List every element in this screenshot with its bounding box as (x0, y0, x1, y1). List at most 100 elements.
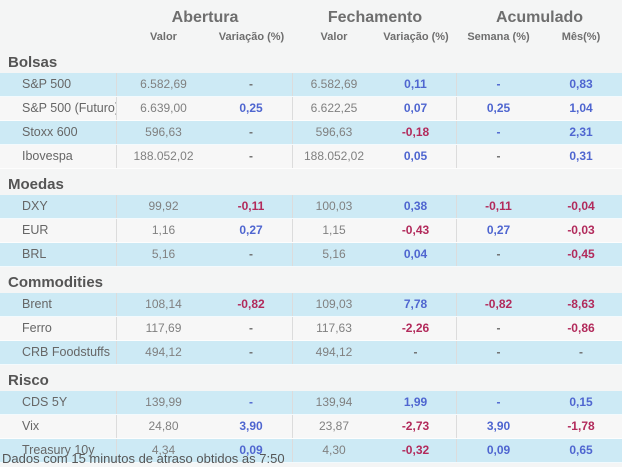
cell-fechamento-variacao: 0,05 (375, 145, 457, 168)
cell-fechamento-variacao: 0,11 (375, 73, 457, 96)
cell-acumulado-mes: -0,04 (567, 199, 595, 213)
cell-acumulado-mes: 0,31 (569, 149, 593, 163)
cell-abertura-valor: 108,14 (145, 297, 182, 311)
cell-acumulado-semana: - (496, 321, 501, 335)
cell-acumulado-semana: 0,27 (486, 223, 511, 237)
row-label: CRB Foodstuffs (0, 341, 117, 364)
cell-fechamento-valor: 109,03 (315, 297, 353, 311)
cell-fechamento-valor: 596,63 (315, 125, 353, 139)
table-body: Bolsas S&P 500 6.582,69-6.582,69 0,11-0,83 S… (0, 52, 622, 463)
cell-acumulado-mes: 0,65 (569, 443, 593, 457)
cell-acumulado-mes: - (579, 345, 583, 359)
group-header-abertura: Abertura (171, 9, 239, 26)
cell-abertura-variacao: - (210, 317, 293, 340)
cell-acumulado-semana: 0,09 (486, 443, 511, 457)
cell-fechamento-variacao: -2,73 (375, 415, 457, 438)
subheader-mes: Mês(%) (561, 31, 601, 43)
cell-fechamento-variacao: 0,38 (375, 195, 457, 218)
cell-abertura-valor: 1,16 (151, 223, 176, 237)
cell-fechamento-variacao: -2,26 (375, 317, 457, 340)
row-label: Treasury 10y (0, 439, 117, 462)
cell-acumulado-semana: - (496, 149, 501, 163)
cell-fechamento-valor: 188.052,02 (303, 149, 365, 163)
cell-acumulado-mes: -0,03 (567, 223, 595, 237)
table-row: Treasury 10y 4,34 0,09 4,30 -0,32 0,09 0,65 (0, 439, 622, 463)
table-row: CRB Foodstuffs 494,12 - 494,12 - - - (0, 341, 622, 365)
cell-fechamento-valor: 117,63 (316, 321, 352, 335)
cell-fechamento-valor: 4,30 (322, 443, 346, 457)
section-bolsas: Bolsas S&P 500 6.582,69-6.582,69 0,11-0,83 S… (0, 52, 622, 169)
cell-acumulado-mes: -0,86 (567, 321, 595, 335)
table-row: CDS 5Y 139,99 - 139,94 1,99 - 0,15 (0, 391, 622, 415)
cell-abertura-valor: 99,92 (148, 199, 179, 213)
section-commodities: Commodities Brent 108,14 -0,82 109,03 7,78 -0,… (0, 272, 622, 365)
cell-abertura-variacao: - (210, 121, 293, 144)
cell-abertura-valor: 5,16 (151, 247, 176, 261)
cell-acumulado-semana: -0,82 (484, 297, 513, 311)
row-label: Stoxx 600 (0, 121, 117, 144)
cell-fechamento-valor: 6.582,69 (310, 77, 358, 91)
data-delay-notice: Dados com 15 minutos de atraso obtidos a… (2, 451, 285, 466)
cell-acumulado-semana: - (496, 77, 501, 91)
cell-acumulado-semana: - (496, 395, 501, 409)
cell-abertura-variacao: -0,82 (210, 293, 293, 316)
cell-abertura-valor: 117,69 (145, 321, 182, 335)
table-row: Vix 24,80 3,90 23,87 -2,73 3,90 -1,78 (0, 415, 622, 439)
cell-abertura-valor: 4,34 (151, 443, 176, 457)
cell-acumulado-semana: 3,90 (486, 419, 511, 433)
column-group-header: Abertura Fechamento Acumulado (0, 0, 622, 27)
cell-acumulado-semana: - (496, 247, 501, 261)
section-title-commodities: Commodities (8, 274, 104, 291)
section-title-risco: Risco (8, 372, 49, 389)
subheader-fechamento-variacao: Variação (%) (383, 31, 449, 43)
group-header-spacer (0, 9, 117, 27)
cell-fechamento-valor: 23,87 (318, 419, 350, 433)
cell-acumulado-mes: 0,15 (569, 395, 593, 409)
row-label: Ibovespa (0, 145, 117, 168)
row-label: Vix (0, 415, 117, 438)
cell-fechamento-valor: 1,15 (322, 223, 346, 237)
cell-fechamento-variacao: -0,18 (375, 121, 457, 144)
section-moedas: Moedas DXY 99,92 -0,11 100,03 0,38 -0,11 -0,04 E… (0, 174, 622, 267)
cell-acumulado-mes: -8,63 (567, 297, 595, 311)
cell-abertura-valor: 6.582,69 (140, 77, 187, 91)
row-label: S&P 500 (Futuro) (0, 97, 117, 120)
cell-fechamento-valor: 6.622,25 (310, 101, 358, 115)
cell-fechamento-valor: 5,16 (322, 247, 346, 261)
table-row: Brent 108,14 -0,82 109,03 7,78 -0,82 -8,63 (0, 293, 622, 317)
cell-abertura-valor: 24,80 (148, 419, 179, 433)
table-row: EUR 1,16 0,27 1,15 -0,43 0,27 -0,03 (0, 219, 622, 243)
table-row: BRL 5,16 - 5,16 0,04 - -0,45 (0, 243, 622, 267)
section-title-bolsas: Bolsas (8, 54, 58, 71)
subheader-abertura-variacao: Variação (%) (218, 31, 285, 43)
row-label: BRL (0, 243, 117, 266)
cell-abertura-variacao: - (210, 243, 293, 266)
cell-abertura-variacao: - (210, 145, 293, 168)
table-row: DXY 99,92 -0,11 100,03 0,38 -0,11 -0,04 (0, 195, 622, 219)
cell-fechamento-valor: 494,12 (315, 345, 353, 359)
cell-fechamento-variacao: -0,43 (375, 219, 457, 242)
cell-abertura-valor: 139,99 (145, 395, 182, 409)
row-label: CDS 5Y (0, 391, 117, 414)
cell-acumulado-mes: 2,31 (569, 125, 593, 139)
table-row: Ibovespa 188.052,02-188.052,02 0,05-0,31 (0, 145, 622, 169)
cell-acumulado-mes: 1,04 (569, 101, 593, 115)
cell-abertura-variacao: 0,09 (210, 439, 293, 462)
subheader-fechamento-valor: Valor (320, 31, 348, 43)
section-title-moedas: Moedas (8, 176, 64, 193)
row-label: EUR (0, 219, 117, 242)
table-row: S&P 500 6.582,69 - 6.582,69 0,11 - 0,83 (0, 73, 622, 97)
cell-acumulado-mes: 0,83 (569, 77, 593, 91)
cell-abertura-variacao: 3,90 (210, 415, 293, 438)
cell-fechamento-variacao: 7,78 (375, 293, 457, 316)
cell-abertura-valor: 494,12 (145, 345, 182, 359)
cell-acumulado-mes: -0,45 (567, 247, 595, 261)
row-label: Brent (0, 293, 117, 316)
cell-fechamento-variacao: -0,32 (375, 439, 457, 462)
cell-fechamento-variacao: 1,99 (375, 391, 457, 414)
column-sub-header: Valor Variação (%) Valor Variação (%) Se… (0, 31, 622, 47)
subheader-semana: Semana (%) (467, 31, 530, 43)
cell-abertura-variacao: - (210, 341, 293, 364)
cell-abertura-valor: 6.639,00 (140, 101, 187, 115)
